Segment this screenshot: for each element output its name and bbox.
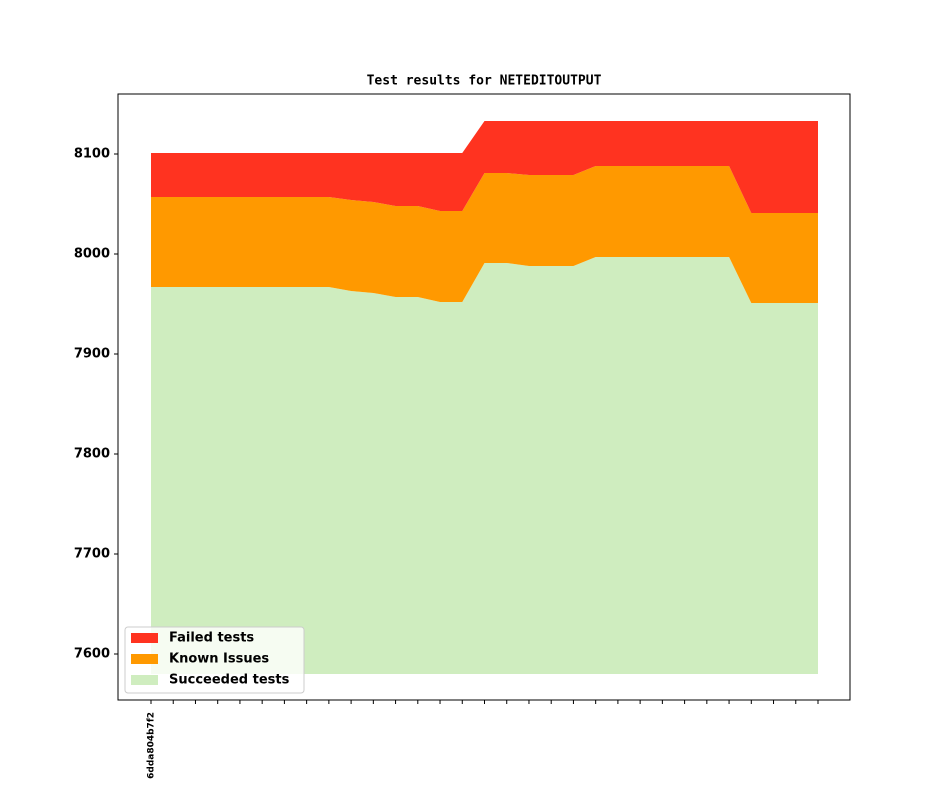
y-tick-label: 8000 [74,247,110,262]
legend-label: Failed tests [169,631,254,646]
y-tick-label: 7800 [74,447,110,462]
legend-label: Succeeded tests [169,673,290,688]
y-tick-label: 8100 [74,147,110,162]
area [151,166,818,303]
legend-swatch [131,675,158,685]
legend-label: Known Issues [169,652,269,667]
legend-swatch [131,654,158,664]
legend-swatch [131,633,158,643]
area [151,257,818,674]
y-tick-label: 7600 [74,647,110,662]
chart-title: Test results for NETEDITOUTPUT [367,74,602,89]
y-tick-label: 7700 [74,547,110,562]
legend: Failed tests Known Issues Succeeded tests [124,626,305,694]
legend-box [124,626,305,694]
area [151,121,818,213]
y-tick-label: 7900 [74,347,110,362]
x-tick-label: 6dda804b7f2 [147,712,157,779]
